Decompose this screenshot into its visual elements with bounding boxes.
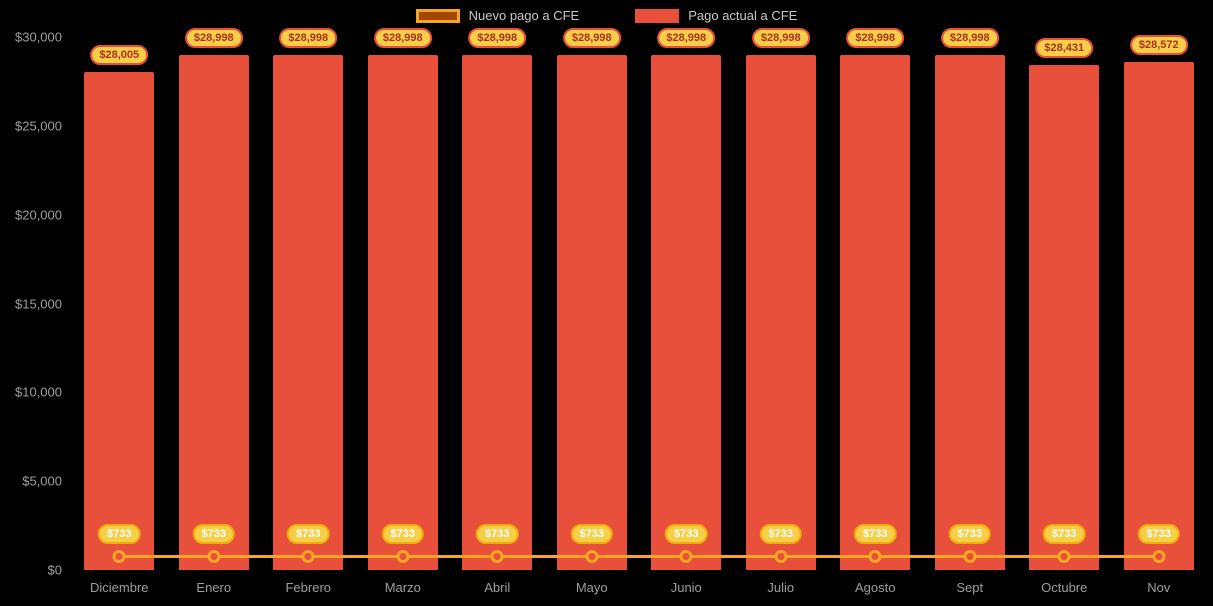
chart-column: $28,998 $733 Junio — [639, 27, 734, 595]
line-value-badge: $733 — [570, 523, 613, 544]
chart-column: $28,998 $733 Julio — [734, 27, 829, 595]
line-value-badge: $733 — [948, 523, 991, 544]
chart-column: $28,998 $733 Febrero — [261, 27, 356, 595]
x-axis-label: Enero — [196, 580, 232, 595]
line-point[interactable] — [774, 550, 788, 564]
bar-value-badge: $28,998 — [751, 27, 810, 48]
x-axis-label: Octubre — [1041, 580, 1088, 595]
bar-pago-actual[interactable] — [1029, 64, 1100, 570]
bar-value-badge: $28,431 — [1035, 37, 1094, 58]
y-axis-label: $30,000 — [15, 29, 62, 45]
bar-value-badge: $28,998 — [940, 27, 999, 48]
bar-pago-actual[interactable] — [178, 54, 249, 570]
y-axis-label: $10,000 — [15, 384, 62, 400]
chart-column: $28,005 $733 Diciembre — [72, 37, 167, 595]
line-point[interactable] — [679, 550, 693, 564]
plot-area: $28,005 $733 Diciembre $28,998 $733 Enero $28,… — [72, 27, 1207, 595]
chart-column: $28,998 $733 Agosto — [828, 27, 923, 595]
bar-pago-actual[interactable] — [556, 54, 627, 570]
bar-value-badge: $28,998 — [279, 27, 338, 48]
y-axis-label: $0 — [47, 562, 62, 578]
legend-item-nuevo-pago[interactable]: Nuevo pago a CFE — [415, 8, 580, 23]
x-axis-label: Junio — [670, 580, 702, 595]
x-axis-label: Febrero — [285, 580, 332, 595]
bar-pago-actual[interactable] — [367, 54, 438, 570]
bar-pago-actual[interactable] — [462, 54, 533, 570]
bar-value-badge: $28,572 — [1129, 35, 1188, 56]
bar-pago-actual[interactable] — [745, 54, 816, 570]
legend-item-pago-actual[interactable]: Pago actual a CFE — [635, 8, 797, 23]
chart-column: $28,998 $733 Enero — [167, 27, 262, 595]
line-point[interactable] — [963, 550, 977, 564]
bar-value-badge: $28,998 — [846, 27, 905, 48]
x-axis-label: Sept — [956, 580, 984, 595]
line-value-badge: $733 — [381, 523, 424, 544]
x-axis-label: Diciembre — [89, 580, 149, 595]
legend: Nuevo pago a CFE Pago actual a CFE — [0, 8, 1213, 23]
line-value-badge: $733 — [192, 523, 235, 544]
line-value-badge: $733 — [854, 523, 897, 544]
legend-label-pago-actual: Pago actual a CFE — [688, 8, 798, 23]
bar-pago-actual[interactable] — [84, 72, 155, 570]
line-point[interactable] — [1057, 550, 1071, 564]
line-value-badge: $733 — [1137, 523, 1180, 544]
line-point[interactable] — [585, 550, 599, 564]
bar-value-badge: $28,998 — [657, 27, 716, 48]
line-point[interactable] — [396, 550, 410, 564]
bar-pago-actual[interactable] — [273, 54, 344, 570]
line-point[interactable] — [1152, 550, 1166, 564]
legend-label-nuevo-pago: Nuevo pago a CFE — [468, 8, 580, 23]
y-axis-label: $5,000 — [22, 473, 62, 489]
legend-swatch-bar-icon — [635, 8, 680, 23]
x-axis-label: Agosto — [855, 580, 896, 595]
bar-value-badge: $28,998 — [562, 27, 621, 48]
bar-pago-actual[interactable] — [840, 54, 911, 570]
bar-pago-actual[interactable] — [651, 54, 722, 570]
y-axis-label: $20,000 — [15, 207, 62, 223]
y-axis: $0 $5,000 $10,000 $15,000 $20,000 $25,000 $30,… — [0, 30, 62, 578]
line-value-badge: $733 — [98, 523, 141, 544]
chart-column: $28,998 $733 Marzo — [356, 27, 451, 595]
bar-value-badge: $28,998 — [184, 27, 243, 48]
line-point[interactable] — [301, 550, 315, 564]
line-point[interactable] — [868, 550, 882, 564]
bar-pago-actual[interactable] — [1123, 62, 1194, 570]
y-axis-label: $15,000 — [15, 296, 62, 311]
x-axis-label: Julio — [767, 580, 795, 595]
x-axis-label: Mayo — [575, 580, 608, 595]
legend-swatch-line-icon — [415, 8, 460, 23]
line-value-badge: $733 — [759, 523, 802, 544]
x-axis-label: Abril — [484, 580, 511, 595]
x-axis-label: Nov — [1147, 580, 1171, 595]
bar-value-badge: $28,005 — [90, 45, 149, 66]
line-point[interactable] — [207, 550, 221, 564]
line-value-badge: $733 — [287, 523, 330, 544]
chart-column: $28,431 $733 Octubre — [1017, 37, 1112, 595]
line-value-badge: $733 — [665, 523, 708, 544]
x-axis-label: Marzo — [384, 580, 421, 595]
line-value-badge: $733 — [476, 523, 519, 544]
chart-column: $28,998 $733 Mayo — [545, 27, 640, 595]
chart-column: $28,998 $733 Sept — [923, 27, 1018, 595]
bar-value-badge: $28,998 — [468, 27, 527, 48]
line-point[interactable] — [112, 550, 126, 564]
line-value-badge: $733 — [1043, 523, 1086, 544]
bar-value-badge: $28,998 — [373, 27, 432, 48]
y-axis-label: $25,000 — [15, 118, 62, 134]
line-series — [119, 555, 1159, 559]
line-point[interactable] — [490, 550, 504, 564]
chart-column: $28,998 $733 Abril — [450, 27, 545, 595]
chart-column: $28,572 $733 Nov — [1112, 35, 1207, 595]
bar-pago-actual[interactable] — [934, 54, 1005, 570]
